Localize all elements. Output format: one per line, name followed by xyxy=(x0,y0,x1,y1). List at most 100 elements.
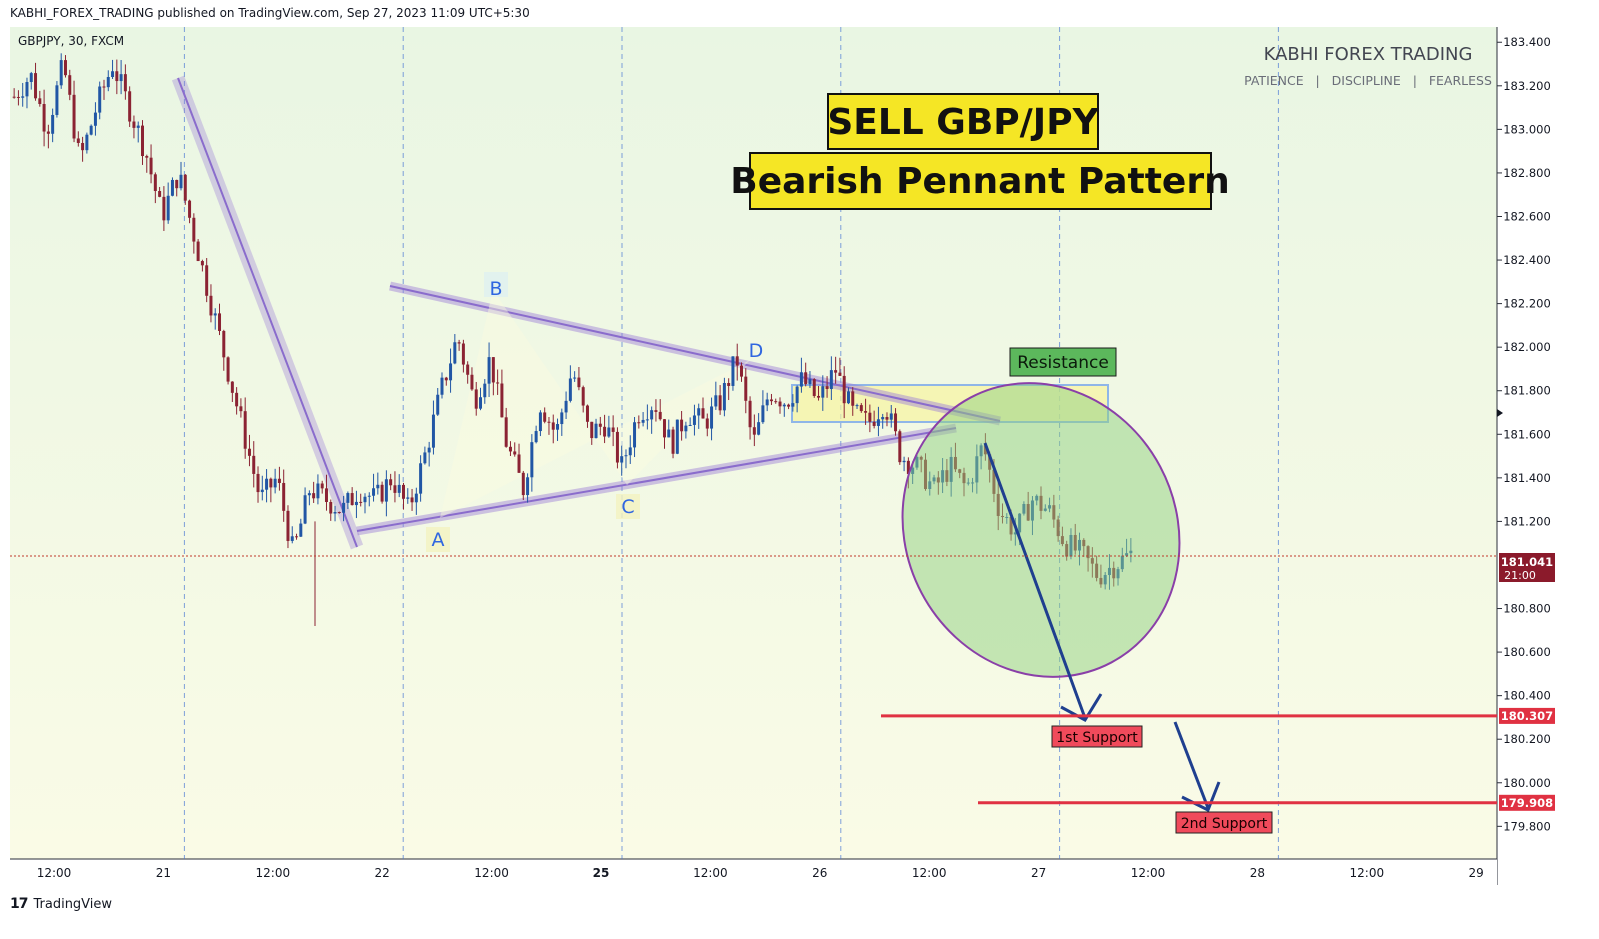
candle xyxy=(93,102,97,136)
candle xyxy=(119,60,123,95)
candle xyxy=(675,419,679,455)
candle xyxy=(526,473,530,503)
candle xyxy=(63,55,67,78)
candle xyxy=(367,492,371,507)
price-tick-label-10: 181.400 xyxy=(1503,471,1551,485)
candle xyxy=(761,390,765,424)
time-tick-label-2: 12:00 xyxy=(256,866,291,880)
tradingview-brand: TradingView xyxy=(33,896,113,912)
candle xyxy=(55,81,59,118)
candle xyxy=(324,474,328,511)
candle xyxy=(12,88,16,99)
time-tick-label-5: 25 xyxy=(593,866,610,880)
candle xyxy=(196,239,200,262)
candle xyxy=(230,381,234,402)
price-tick-label-11: 181.200 xyxy=(1503,514,1551,528)
candle xyxy=(205,258,209,303)
candle xyxy=(337,511,341,514)
candle xyxy=(312,481,316,503)
candle xyxy=(620,445,624,476)
candle xyxy=(821,375,825,411)
candle xyxy=(496,369,500,395)
candle xyxy=(316,474,320,505)
candle xyxy=(111,59,115,80)
candle xyxy=(500,369,504,418)
candle xyxy=(662,418,666,449)
candle xyxy=(166,182,170,224)
candle xyxy=(342,495,346,522)
candle xyxy=(645,404,649,430)
candle xyxy=(842,366,846,419)
candle xyxy=(876,406,880,437)
price-tick-label-16: 180.000 xyxy=(1503,776,1551,790)
time-tick-label-7: 26 xyxy=(812,866,827,880)
candle xyxy=(534,425,538,444)
candle xyxy=(290,526,294,544)
candle xyxy=(25,77,29,109)
time-tick-label-11: 28 xyxy=(1250,866,1265,880)
time-tick-label-4: 12:00 xyxy=(474,866,509,880)
price-tick-label-3: 182.800 xyxy=(1503,166,1551,180)
candle xyxy=(145,154,149,173)
candle xyxy=(778,397,782,414)
candle xyxy=(307,490,311,506)
candle xyxy=(380,481,384,504)
candle xyxy=(637,415,641,429)
candle xyxy=(16,90,20,106)
candle xyxy=(894,408,898,436)
candle xyxy=(179,161,183,191)
time-tick-label-8: 12:00 xyxy=(912,866,947,880)
candle xyxy=(479,387,483,411)
candle xyxy=(247,434,251,467)
candle xyxy=(34,62,38,101)
candle xyxy=(594,418,598,439)
support-2-label-box xyxy=(1175,811,1273,834)
candle xyxy=(329,499,333,521)
price-tick-label-0: 183.400 xyxy=(1503,35,1551,49)
candle xyxy=(273,468,277,494)
candle xyxy=(436,388,440,416)
candle xyxy=(192,213,196,254)
point-label-c: C xyxy=(621,496,634,518)
candle xyxy=(423,446,427,465)
candle xyxy=(885,412,889,427)
price-tick-label-4: 182.600 xyxy=(1503,209,1551,223)
price-tick-label-9: 181.600 xyxy=(1503,427,1551,441)
price-tick-label-1: 183.200 xyxy=(1503,79,1551,93)
candle xyxy=(607,415,611,438)
candle xyxy=(829,356,833,401)
subtitle-box xyxy=(749,152,1212,210)
resistance-label: Resistance xyxy=(1017,353,1109,373)
candle xyxy=(376,472,380,495)
candle xyxy=(136,121,140,143)
candle xyxy=(667,419,671,438)
candle xyxy=(603,414,607,444)
candle xyxy=(889,405,893,428)
candle xyxy=(508,441,512,457)
candle xyxy=(650,406,654,434)
candle xyxy=(350,487,354,506)
candle xyxy=(115,59,119,95)
point-label-a: A xyxy=(432,529,445,551)
candle xyxy=(175,179,179,197)
candle xyxy=(123,64,127,100)
chart-background xyxy=(10,27,1497,859)
candle xyxy=(628,435,632,464)
candle xyxy=(825,376,829,398)
candle xyxy=(59,53,63,89)
candle xyxy=(547,416,551,435)
candle xyxy=(226,356,230,385)
candle xyxy=(414,487,418,515)
candle xyxy=(162,186,166,231)
candle xyxy=(346,491,350,510)
candle xyxy=(470,367,474,391)
pennant-lines xyxy=(171,75,1001,550)
candle xyxy=(864,398,868,425)
candle xyxy=(393,471,397,503)
candle xyxy=(692,404,696,436)
candle xyxy=(397,474,401,498)
candle xyxy=(568,365,572,403)
candle xyxy=(265,469,269,503)
candle xyxy=(538,410,542,437)
